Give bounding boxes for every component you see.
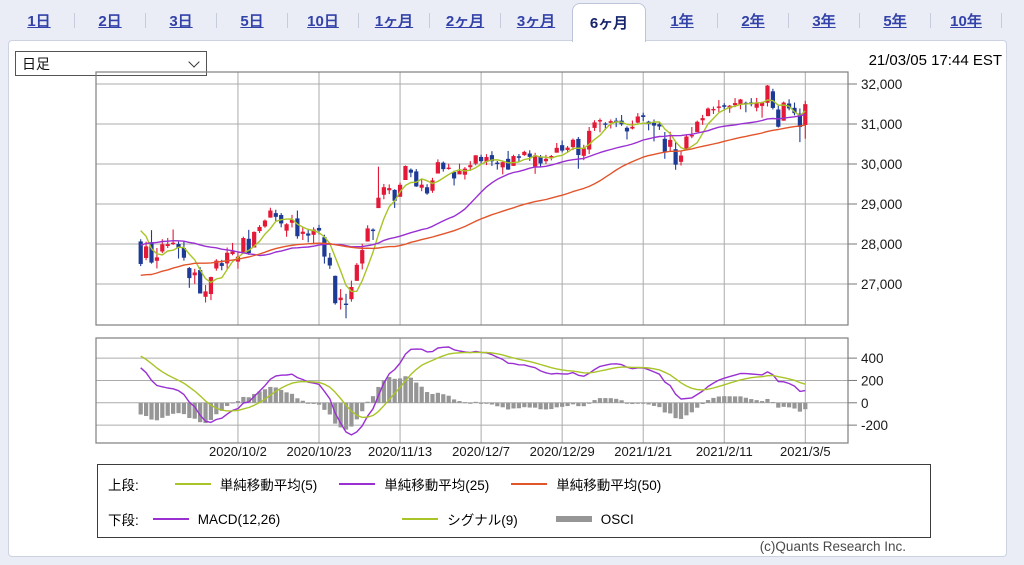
tab-5year[interactable]: 5年 [883,12,907,30]
period-tabbar: 1日 2日 3日 5日 10日 1ヶ月 2ヶ月 3ヶ月 6ヶ月 1年 2年 3年… [4,0,1020,42]
legend-item-label: OSCI [600,511,634,527]
tab-2day[interactable]: 2日 [98,12,122,30]
tab-3year[interactable]: 3年 [812,12,836,30]
tab-divider [717,12,718,28]
legend-item-label: 単純移動平均(25) [384,478,490,493]
sma50-line-swatch [511,483,548,485]
tab-divider [74,12,75,28]
osci-bar-swatch [555,516,592,522]
legend-item-label: シグナル(9) [447,513,518,528]
legend-lower-label: 下段: [108,513,139,528]
tab-2year[interactable]: 2年 [741,12,765,30]
tab-divider [145,12,146,28]
tab-divider [287,12,288,28]
tab-3day[interactable]: 3日 [169,12,193,30]
signal-line-swatch [402,518,439,520]
tab-10year[interactable]: 10年 [950,12,982,30]
tab-5day[interactable]: 5日 [240,12,264,30]
tab-10day[interactable]: 10日 [307,12,339,30]
interval-select[interactable]: 日足 [15,51,207,76]
legend-item-sma5: 単純移動平均(5) [174,474,318,494]
tab-divider [358,12,359,28]
quote-timestamp: 21/03/05 17:44 EST [868,52,1002,69]
tab-divider [216,12,217,28]
chart-legend: 上段: 単純移動平均(5) 単純移動平均(25) 単純移動平均(50) 下段: … [97,464,931,538]
tab-3month[interactable]: 3ヶ月 [516,12,556,30]
legend-upper-label: 上段: [108,478,139,493]
legend-item-label: 単純移動平均(5) [219,478,318,493]
copyright-text: (c)Quants Research Inc. [759,539,906,554]
tab-divider [1001,12,1002,28]
sma5-line-swatch [174,483,211,485]
legend-item-osci: OSCI [555,511,634,527]
macd-line-swatch [152,518,189,520]
tab-divider [930,12,931,28]
tab-divider [500,12,501,28]
interval-select-value: 日足 [22,55,50,72]
legend-item-label: 単純移動平均(50) [556,478,662,493]
chevron-down-icon [188,56,200,68]
sma25-line-swatch [339,483,376,485]
tab-divider [859,12,860,28]
legend-row-upper: 上段: 単純移動平均(5) 単純移動平均(25) 単純移動平均(50) [108,474,661,494]
chart-panel: 日足 21/03/05 17:44 EST 上段: 単純移動平均(5) 単純移動… [8,40,1007,557]
tab-divider [429,12,430,28]
legend-item-sma50: 単純移動平均(50) [511,474,661,494]
tab-2month[interactable]: 2ヶ月 [445,12,485,30]
legend-item-signal: シグナル(9) [402,509,518,529]
legend-item-macd: MACD(12,26) [152,511,281,527]
tab-6month-active[interactable]: 6ヶ月 [572,2,646,42]
tab-1day[interactable]: 1日 [27,12,51,30]
legend-item-sma25: 単純移動平均(25) [339,474,489,494]
tab-1month[interactable]: 1ヶ月 [374,12,414,30]
tab-1year[interactable]: 1年 [670,12,694,30]
legend-row-lower: 下段: MACD(12,26) シグナル(9) OSCI [108,509,634,529]
tab-divider [788,12,789,28]
legend-item-label: MACD(12,26) [197,511,281,527]
